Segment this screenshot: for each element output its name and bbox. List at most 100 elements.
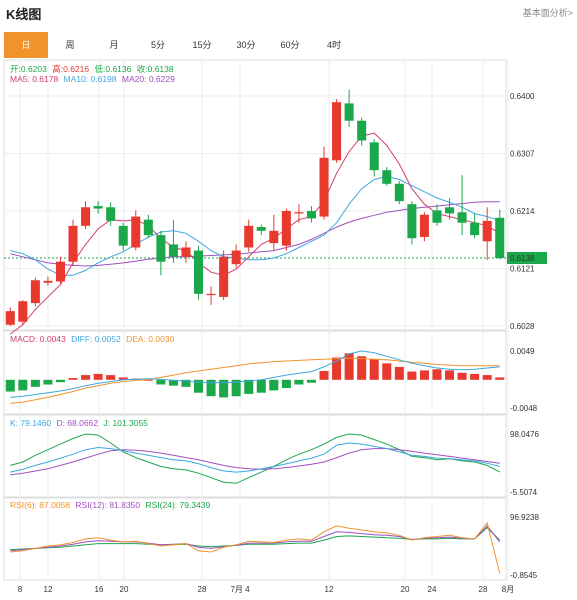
- kdj-k-line: [10, 442, 500, 473]
- macd-bar: [168, 379, 178, 386]
- x-tick-label: 12: [325, 585, 334, 594]
- ma20-line: [10, 201, 500, 267]
- open-value: 开:0.6203: [10, 64, 47, 74]
- candle-body: [68, 225, 78, 262]
- candle-body: [382, 170, 392, 184]
- candle-body: [18, 301, 28, 322]
- candle-body: [143, 219, 153, 236]
- candle-body: [43, 280, 53, 283]
- candle-body: [394, 183, 404, 202]
- macd-value: MACD: 0.0043: [10, 334, 66, 344]
- price-tick-label: 0.6028: [510, 322, 535, 331]
- macd-bar: [357, 356, 367, 380]
- macd-bar: [306, 379, 316, 383]
- macd-bar: [181, 379, 191, 387]
- ma10-value: MA10: 0.6198: [63, 74, 117, 84]
- candle-body: [206, 293, 216, 296]
- candle-body: [294, 212, 304, 214]
- tab-week[interactable]: 周: [65, 40, 75, 50]
- macd-bar: [432, 369, 442, 380]
- candle-body: [319, 157, 329, 217]
- candle-body: [470, 222, 480, 236]
- ohlc-legend: 开:0.6203 高:0.6216 低:0.6136 收:0.6138: [10, 63, 177, 75]
- k-value: K: 79.1460: [10, 418, 52, 428]
- macd-bar: [118, 377, 128, 380]
- candle-body: [118, 225, 128, 246]
- macd-bar: [445, 370, 455, 380]
- candle-body: [332, 102, 342, 161]
- main-pane-frame: [3, 59, 507, 331]
- close-value: 收:0.6138: [136, 64, 174, 74]
- candle-body: [269, 230, 279, 244]
- candle-body: [30, 280, 40, 304]
- macd-bar: [294, 379, 304, 385]
- rsi-legend: RSI(6): 87.0058 RSI(12): 81.8350 RSI(24)…: [10, 500, 213, 510]
- macd-bar: [219, 379, 229, 398]
- macd-bar: [470, 373, 480, 380]
- ma-legend: MA5: 0.6178 MA10: 0.6198 MA20: 0.6229: [10, 74, 178, 84]
- macd-bar: [332, 357, 342, 380]
- kdj-tick-label: -5.5074: [510, 488, 538, 497]
- kdj-tick-label: 98.0476: [510, 430, 539, 439]
- tab-day[interactable]: 日: [4, 32, 48, 58]
- macd-bar: [231, 379, 241, 397]
- macd-pane-frame: [3, 330, 507, 415]
- tab-month[interactable]: 月: [109, 40, 119, 50]
- macd-bar: [419, 370, 429, 380]
- candle-body: [231, 250, 241, 265]
- d-value: D: 68.0662: [56, 418, 99, 428]
- macd-tick-label: -0.0048: [510, 404, 538, 413]
- kdj-pane-frame: [3, 414, 507, 498]
- macd-bar: [156, 379, 166, 385]
- diff-value: DIFF: 0.0052: [71, 334, 121, 344]
- rsi-tick-label: 96.9238: [510, 513, 539, 522]
- candle-body: [81, 207, 91, 226]
- rsi-pane-frame: [3, 497, 507, 581]
- macd-bar: [382, 363, 392, 380]
- macd-bar: [344, 353, 354, 380]
- candle-body: [357, 120, 367, 141]
- low-value: 低:0.6136: [94, 64, 132, 74]
- x-tick-label: 7月 4: [230, 585, 250, 594]
- candle-body: [219, 256, 229, 297]
- x-tick-label: 16: [95, 585, 104, 594]
- candle-body: [194, 250, 204, 294]
- high-value: 高:0.6216: [52, 64, 90, 74]
- tab-5min[interactable]: 5分: [150, 40, 165, 50]
- kdj-legend: K: 79.1460 D: 68.0662 J: 101.3055: [10, 418, 151, 428]
- macd-bar: [244, 379, 254, 394]
- tab-30min[interactable]: 30分: [236, 40, 256, 50]
- x-tick-label: 24: [428, 585, 437, 594]
- tab-60min[interactable]: 60分: [280, 40, 300, 50]
- candle-body: [306, 211, 316, 219]
- x-tick-label: 28: [479, 585, 488, 594]
- tab-15min[interactable]: 15分: [192, 40, 212, 50]
- candle-body: [369, 142, 379, 171]
- macd-bar: [269, 379, 279, 391]
- x-tick-label: 20: [120, 585, 129, 594]
- ma5-line: [10, 132, 500, 335]
- macd-bar: [68, 378, 78, 380]
- rsi6-line: [10, 521, 501, 574]
- candle-body: [407, 204, 417, 239]
- j-value: J: 101.3055: [103, 418, 148, 428]
- period-tabs: 日 周 月 5分 15分 30分 60分 4时: [4, 32, 356, 58]
- macd-bar: [482, 375, 492, 380]
- page-title: K线图: [6, 7, 42, 22]
- macd-bar: [206, 379, 216, 397]
- candle-body: [344, 103, 354, 121]
- x-tick-label: 20: [401, 585, 410, 594]
- candle-body: [55, 261, 65, 282]
- fundamental-analysis-link[interactable]: 基本面分析>: [522, 8, 573, 18]
- tab-4hour[interactable]: 4时: [326, 40, 341, 50]
- macd-bar: [5, 379, 15, 392]
- macd-bar: [18, 379, 28, 391]
- candle-body: [432, 210, 442, 223]
- candle-body: [281, 211, 291, 246]
- current-price-tag: [507, 251, 547, 264]
- macd-bar: [407, 371, 417, 380]
- macd-bar: [281, 379, 291, 389]
- ma10-line: [10, 175, 500, 276]
- candle-body: [5, 311, 15, 325]
